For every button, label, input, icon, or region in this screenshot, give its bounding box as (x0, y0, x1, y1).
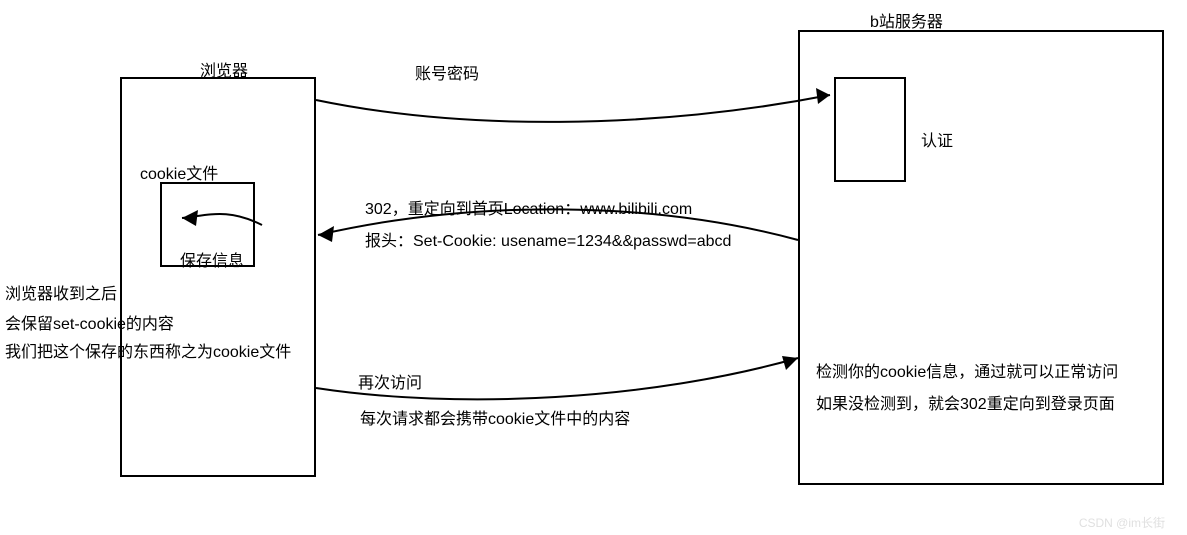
watermark: CSDN @im长街 (1079, 514, 1165, 531)
arrow3-label: 再次访问 (358, 369, 422, 393)
browser-box (120, 77, 316, 477)
desc-line2: 会保留set-cookie的内容 (5, 310, 174, 334)
server-desc2: 如果没检测到，就会302重定向到登录页面 (816, 390, 1115, 414)
cookie-file-label: cookie文件 (140, 160, 218, 184)
arrow3-desc: 每次请求都会携带cookie文件中的内容 (360, 405, 630, 429)
arrow3-head (782, 356, 798, 370)
desc-line1: 浏览器收到之后 (5, 280, 117, 304)
desc-line3: 我们把这个保存的东西称之为cookie文件 (5, 338, 291, 362)
arrow1-path (316, 95, 830, 122)
auth-label: 认证 (921, 127, 953, 151)
server-title: b站服务器 (870, 8, 943, 32)
browser-title: 浏览器 (200, 57, 248, 81)
save-info-label: 保存信息 (180, 247, 244, 271)
arrow2-line2: 报头：Set-Cookie: usename=1234&&passwd=abcd (365, 227, 731, 251)
arrow2-head (318, 226, 334, 242)
arrow2-line1: 302，重定向到首页Location：www.bilibili.com (365, 195, 692, 219)
arrow1-label: 账号密码 (415, 60, 479, 84)
server-desc1: 检测你的cookie信息，通过就可以正常访问 (816, 358, 1118, 382)
auth-box (834, 77, 906, 182)
